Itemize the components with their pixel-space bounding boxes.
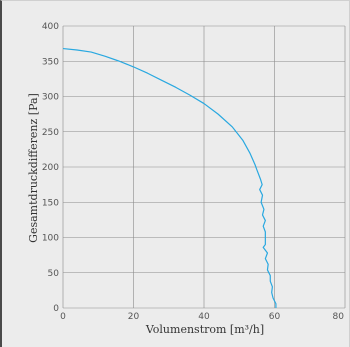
x-axis-label: Volumenstrom [m³/h] xyxy=(145,323,264,336)
y-tick-labels: 0 50 100 150 200 250 300 350 400 xyxy=(42,22,59,314)
y-tick-label: 150 xyxy=(42,198,59,208)
x-tick-labels: 0 20 40 60 80 xyxy=(60,312,344,322)
y-tick-label: 400 xyxy=(42,22,59,32)
x-tick-label: 80 xyxy=(333,312,345,322)
series-line xyxy=(62,47,277,308)
y-tick-label: 250 xyxy=(42,128,59,138)
y-tick-label: 300 xyxy=(42,93,59,103)
y-tick-label: 0 xyxy=(53,304,59,314)
x-tick-label: 60 xyxy=(269,312,281,322)
grid-horizontal xyxy=(63,25,345,309)
x-tick-label: 0 xyxy=(60,312,66,322)
y-tick-label: 50 xyxy=(48,269,60,279)
y-tick-label: 350 xyxy=(42,57,59,67)
y-tick-label: 100 xyxy=(42,234,59,244)
y-axis-label: Gesamtdruckdifferenz [Pa] xyxy=(27,93,40,243)
y-tick-label: 200 xyxy=(42,163,59,173)
x-tick-label: 40 xyxy=(198,312,210,322)
x-tick-label: 20 xyxy=(128,312,140,322)
